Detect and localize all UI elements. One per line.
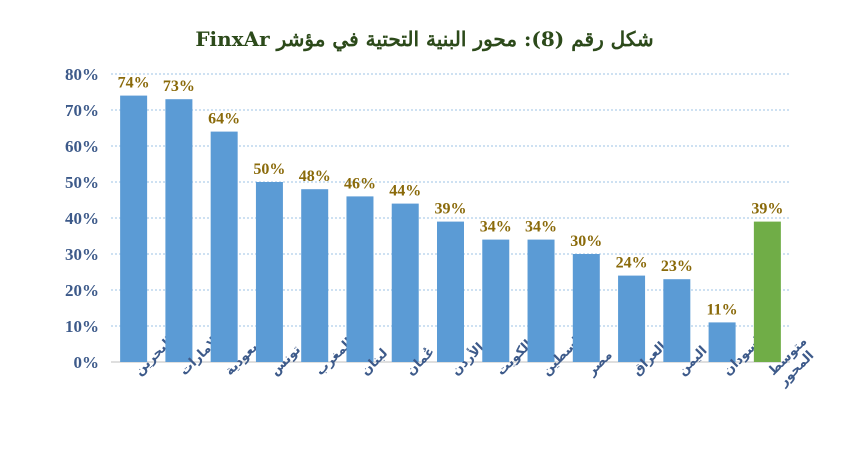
chart-title: شكل رقم (8): محور البنية التحتية في مؤشر… (195, 27, 654, 51)
bar (663, 279, 691, 362)
y-tick-label: 40% (65, 209, 99, 228)
data-label: 73% (163, 78, 195, 95)
bar (210, 131, 238, 362)
data-label: 30% (570, 233, 602, 250)
bar (572, 254, 600, 362)
data-label: 39% (435, 201, 467, 218)
data-label: 64% (208, 111, 240, 128)
bar (391, 203, 419, 362)
data-label: 34% (480, 219, 512, 236)
bar (753, 221, 781, 362)
y-tick-label: 20% (65, 281, 99, 300)
y-tick-label: 80% (65, 65, 99, 84)
y-tick-label: 50% (65, 173, 99, 192)
bar (255, 182, 283, 362)
y-tick-label: 30% (65, 245, 99, 264)
bar (346, 196, 374, 362)
y-tick-label: 60% (65, 137, 99, 156)
bar (527, 239, 555, 362)
data-label: 24% (616, 255, 648, 272)
bar (708, 322, 736, 362)
data-label: 34% (525, 219, 557, 236)
bar (618, 275, 646, 362)
y-tick-label: 10% (65, 317, 99, 336)
data-label: 44% (389, 183, 421, 200)
data-label: 46% (344, 175, 376, 192)
data-label: 39% (751, 201, 783, 218)
data-label: 11% (707, 301, 738, 318)
data-label: 23% (661, 258, 693, 275)
y-tick-label: 70% (65, 101, 99, 120)
bar (482, 239, 510, 362)
data-label: 48% (299, 168, 331, 185)
bar (165, 99, 193, 362)
bar (437, 221, 464, 362)
bar (301, 189, 329, 362)
bar (120, 95, 148, 362)
y-tick-label: 0% (74, 353, 100, 372)
data-label: 50% (253, 161, 285, 178)
data-label: 74% (118, 75, 150, 92)
